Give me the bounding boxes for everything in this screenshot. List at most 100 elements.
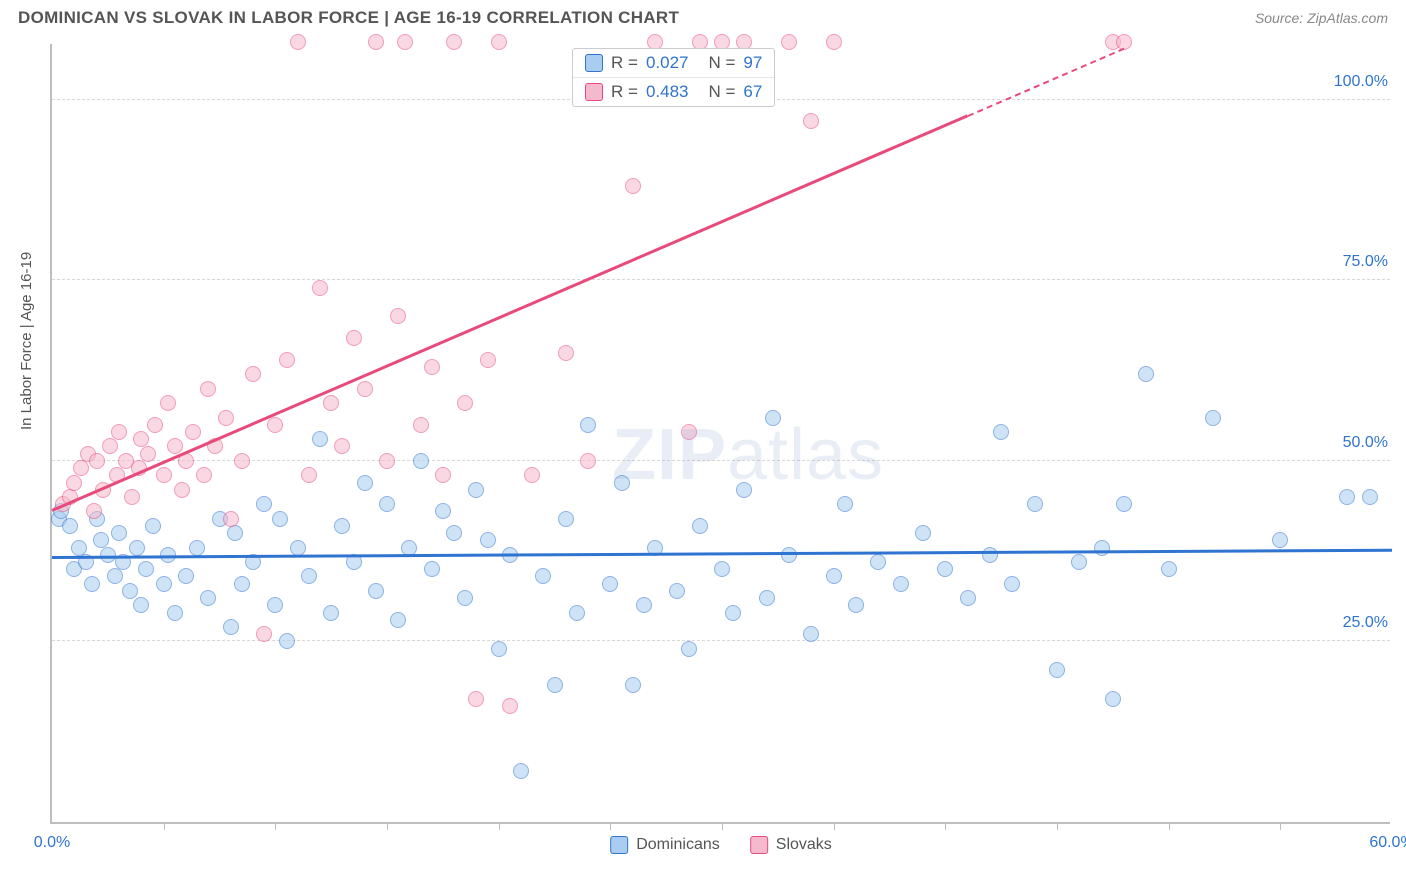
y-tick-label: 75.0% <box>1339 253 1392 271</box>
scatter-point <box>390 612 406 628</box>
scatter-point <box>290 540 306 556</box>
scatter-point <box>346 330 362 346</box>
trend-line <box>52 114 969 511</box>
x-tick-label-min: 0.0% <box>34 834 70 852</box>
scatter-point <box>765 410 781 426</box>
x-tick <box>164 822 165 830</box>
scatter-point <box>227 525 243 541</box>
scatter-point <box>614 475 630 491</box>
scatter-point <box>279 352 295 368</box>
scatter-point <box>569 605 585 621</box>
legend-r-label: R = <box>611 82 638 102</box>
scatter-point <box>457 590 473 606</box>
scatter-point <box>200 381 216 397</box>
legend-swatch <box>610 836 628 854</box>
x-tick <box>1280 822 1281 830</box>
x-tick <box>387 822 388 830</box>
scatter-point <box>133 597 149 613</box>
scatter-point <box>156 467 172 483</box>
correlation-legend: R = 0.027 N = 97 R = 0.483N = 67 <box>572 48 775 107</box>
scatter-point <box>1071 554 1087 570</box>
scatter-point <box>491 34 507 50</box>
scatter-point <box>223 511 239 527</box>
scatter-point <box>147 417 163 433</box>
chart-title: DOMINICAN VS SLOVAK IN LABOR FORCE | AGE… <box>18 8 679 28</box>
scatter-point <box>435 503 451 519</box>
legend-row: R = 0.027N = 97 <box>573 49 774 77</box>
x-tick <box>1057 822 1058 830</box>
y-tick-label: 50.0% <box>1339 434 1392 452</box>
legend-label: Slovaks <box>776 836 832 854</box>
scatter-point <box>167 438 183 454</box>
scatter-point <box>218 410 234 426</box>
legend-row: R = 0.483N = 67 <box>573 77 774 106</box>
scatter-point <box>491 641 507 657</box>
scatter-point <box>397 34 413 50</box>
scatter-point <box>111 424 127 440</box>
legend-label: Dominicans <box>636 836 720 854</box>
legend-r-value: 0.027 <box>646 53 689 73</box>
scatter-point <box>178 568 194 584</box>
x-tick <box>610 822 611 830</box>
scatter-point <box>870 554 886 570</box>
scatter-point <box>145 518 161 534</box>
scatter-point <box>781 547 797 563</box>
scatter-point <box>580 417 596 433</box>
scatter-point <box>759 590 775 606</box>
trend-line <box>967 47 1124 116</box>
scatter-point <box>323 395 339 411</box>
scatter-point <box>140 446 156 462</box>
scatter-point <box>558 511 574 527</box>
scatter-point <box>446 525 462 541</box>
scatter-point <box>468 482 484 498</box>
scatter-point <box>1094 540 1110 556</box>
scatter-point <box>803 626 819 642</box>
scatter-point <box>245 366 261 382</box>
scatter-point <box>1049 662 1065 678</box>
scatter-point <box>937 561 953 577</box>
scatter-point <box>111 525 127 541</box>
scatter-point <box>160 395 176 411</box>
scatter-point <box>725 605 741 621</box>
scatter-point <box>301 467 317 483</box>
scatter-point <box>446 34 462 50</box>
scatter-point <box>848 597 864 613</box>
scatter-point <box>1362 489 1378 505</box>
scatter-point <box>62 518 78 534</box>
gridline <box>52 640 1390 641</box>
scatter-point <box>138 561 154 577</box>
scatter-chart: ZIPatlas 25.0%50.0%75.0%100.0%0.0%60.0%R… <box>50 44 1390 824</box>
legend-swatch <box>585 54 603 72</box>
scatter-point <box>200 590 216 606</box>
legend-swatch <box>750 836 768 854</box>
scatter-point <box>781 34 797 50</box>
scatter-point <box>681 641 697 657</box>
scatter-point <box>290 34 306 50</box>
x-tick-label-max: 60.0% <box>1369 834 1406 852</box>
scatter-point <box>602 576 618 592</box>
gridline <box>52 279 1390 280</box>
scatter-point <box>185 424 201 440</box>
scatter-point <box>368 34 384 50</box>
scatter-point <box>301 568 317 584</box>
scatter-point <box>960 590 976 606</box>
x-tick <box>499 822 500 830</box>
scatter-point <box>189 540 205 556</box>
legend-n-label: N = <box>708 53 735 73</box>
scatter-point <box>156 576 172 592</box>
scatter-point <box>174 482 190 498</box>
scatter-point <box>107 568 123 584</box>
scatter-point <box>535 568 551 584</box>
scatter-point <box>272 511 288 527</box>
scatter-point <box>692 518 708 534</box>
scatter-point <box>279 633 295 649</box>
scatter-point <box>357 381 373 397</box>
scatter-point <box>73 460 89 476</box>
scatter-point <box>736 482 752 498</box>
scatter-point <box>480 532 496 548</box>
scatter-point <box>915 525 931 541</box>
scatter-point <box>102 438 118 454</box>
legend-n-value: 97 <box>743 53 762 73</box>
scatter-point <box>1027 496 1043 512</box>
scatter-point <box>1004 576 1020 592</box>
